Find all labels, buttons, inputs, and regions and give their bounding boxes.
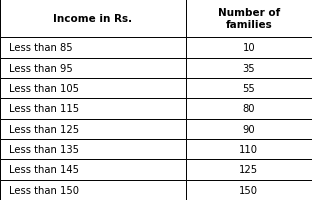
Text: Less than 115: Less than 115 [9, 104, 80, 114]
Text: 125: 125 [239, 165, 258, 175]
Bar [0, 160, 186, 180]
Bar [186, 139, 312, 160]
Bar [0, 38, 186, 58]
Text: Less than 85: Less than 85 [9, 43, 73, 53]
Text: Income in Rs.: Income in Rs. [53, 14, 132, 24]
Text: 110: 110 [239, 144, 258, 154]
Text: 35: 35 [242, 63, 255, 73]
Bar [186, 38, 312, 58]
Text: Less than 95: Less than 95 [9, 63, 73, 73]
Text: 80: 80 [242, 104, 255, 114]
Text: Less than 145: Less than 145 [9, 165, 79, 175]
Bar [186, 160, 312, 180]
Bar [0, 180, 186, 200]
Text: Less than 105: Less than 105 [9, 84, 79, 94]
Text: 55: 55 [242, 84, 255, 94]
Text: Less than 135: Less than 135 [9, 144, 79, 154]
Text: 10: 10 [242, 43, 255, 53]
Text: Less than 150: Less than 150 [9, 185, 79, 195]
Text: Number of
families: Number of families [218, 8, 280, 30]
Bar [186, 119, 312, 139]
Bar [0, 58, 186, 79]
Bar [186, 58, 312, 79]
Bar [0, 139, 186, 160]
Bar [0, 99, 186, 119]
Bar [186, 78, 312, 99]
Text: Less than 125: Less than 125 [9, 124, 80, 134]
Bar [0, 78, 186, 99]
Bar [186, 99, 312, 119]
Bar [186, 0, 312, 38]
Bar [0, 0, 186, 38]
Text: 90: 90 [242, 124, 255, 134]
Text: 150: 150 [239, 185, 258, 195]
Bar [186, 180, 312, 200]
Bar [0, 119, 186, 139]
